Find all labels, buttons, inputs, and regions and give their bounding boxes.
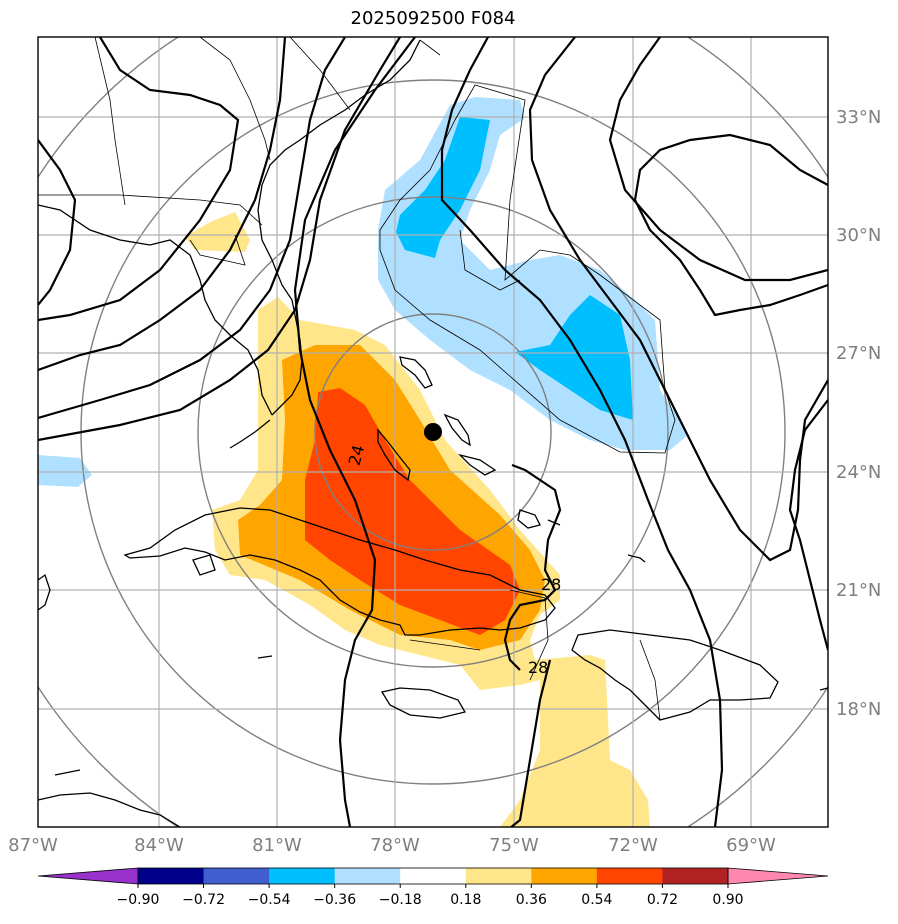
contour-line-9 [608, 37, 828, 282]
colorbar-cells [37, 867, 829, 885]
range-rings [38, 37, 828, 827]
colorbar-tick-labels: −0.90 −0.72 −0.54 −0.36 −0.18 0.18 0.36 0.54 0.7… [117, 884, 744, 908]
storm-center-marker [424, 423, 442, 441]
contour-label-28-a: 28 [541, 575, 561, 594]
contour-lines [38, 37, 828, 827]
lat-label-30n: 30°N [836, 225, 881, 246]
lon-label-84w: 84°W [134, 835, 184, 856]
state-border-nc-sc [289, 37, 351, 111]
contour-line-1 [38, 139, 77, 306]
lon-label-81w: 81°W [252, 835, 302, 856]
contour-label-24: 24 [345, 443, 369, 468]
bahamas-eez [379, 84, 676, 454]
hispaniola-coast [571, 629, 779, 721]
bahamas-andros [377, 428, 411, 482]
coastlines [38, 39, 828, 827]
isle-of-youth [192, 554, 216, 576]
colorbar-cell [662, 868, 729, 884]
cuba-eez [509, 589, 549, 681]
lon-label-87w: 87°W [8, 835, 58, 856]
lon-label-75w: 75°W [489, 835, 539, 856]
lon-label-78w: 78°W [370, 835, 420, 856]
contour-line-12 [503, 463, 562, 671]
lon-label-72w: 72°W [608, 835, 658, 856]
colorbar-cell [465, 868, 532, 884]
state-border-ga-fl [38, 194, 263, 226]
cayman [257, 655, 273, 659]
map-frame [37, 36, 829, 828]
florida-gulf-coast [38, 204, 273, 416]
cuba-coast [123, 507, 556, 636]
colorbar-tick-label: −0.90 [117, 892, 160, 908]
state-border-va-nc [419, 39, 441, 56]
range-ring-1 [314, 313, 552, 551]
mexico-coast-west [38, 573, 51, 611]
colorbar-tick-label: −0.18 [379, 892, 422, 908]
colorbar-tick-label: −0.72 [182, 892, 225, 908]
contour-line-13 [509, 659, 552, 827]
contour-line-4 [38, 37, 346, 420]
gridlines [38, 37, 828, 827]
lat-label-27n: 27°N [836, 343, 881, 364]
dr-small-island [627, 554, 646, 563]
bahamas-eez-inner [459, 229, 521, 291]
contour-line-5 [38, 37, 401, 442]
anomaly-fill-0-36-south [555, 800, 630, 827]
colorbar-tick-label: 0.90 [712, 892, 743, 908]
jamaica-eez [409, 639, 481, 651]
latitude-labels: 33°N 30°N 27°N 24°N 21°N 18°N [836, 107, 881, 720]
anomaly-fill-0-54 [305, 388, 520, 635]
colorbar-tick-label: −0.36 [313, 892, 356, 908]
colorbar-cell [400, 868, 467, 884]
map-title: 2025092500 F084 [350, 8, 516, 29]
bahamas-eleuthera [443, 413, 471, 447]
contour-line-11 [788, 399, 828, 651]
anomaly-fill-neg-west [38, 455, 92, 487]
bahamas-inagua [517, 509, 541, 529]
colorbar-cell [203, 868, 270, 884]
colorbar-tick-label: 0.72 [647, 892, 678, 908]
bahamas-exuma [457, 453, 497, 476]
colorbar-cell [334, 868, 401, 884]
colorbar: −0.90 −0.72 −0.54 −0.36 −0.18 0.18 0.36 0.54 0.7… [37, 867, 829, 908]
lat-label-33n: 33°N [836, 107, 881, 128]
longitude-labels: 87°W 84°W 81°W 78°W 75°W 72°W 69°W [8, 835, 776, 856]
bahamas-abaco [399, 356, 433, 389]
florida-keys [229, 419, 271, 449]
colorbar-extend-high [727, 867, 829, 885]
state-border-al-ga [94, 37, 126, 206]
contour-line-3 [38, 37, 287, 372]
colorbar-cell [269, 868, 336, 884]
map-area: 24 28 28 [38, 37, 828, 827]
contour-line-8 [528, 37, 828, 562]
colorbar-frame [137, 867, 729, 885]
lat-label-24n: 24°N [836, 462, 881, 483]
lon-label-69w: 69°W [726, 835, 776, 856]
colorbar-cell [531, 868, 598, 884]
colorbar-extend-low [37, 867, 139, 885]
central-america-coast [38, 792, 181, 827]
yucatan-islands [54, 769, 81, 776]
contour-line-10 [633, 133, 828, 317]
anomaly-fill-neg-0-36-east [515, 295, 633, 420]
contour-line-2 [38, 37, 240, 322]
lat-label-18n: 18°N [836, 699, 881, 720]
state-border-ga-sc [199, 37, 271, 161]
contour-label-28-b: 28 [528, 658, 548, 677]
state-border-hispaniola [639, 639, 661, 721]
colorbar-cell [596, 868, 663, 884]
us-east-coast [257, 39, 421, 416]
colorbar-cell [138, 868, 205, 884]
lat-label-21n: 21°N [836, 580, 881, 601]
colorbar-tick-label: 0.36 [516, 892, 547, 908]
puerto-rico [819, 687, 828, 691]
contour-line-7 [440, 37, 724, 827]
contour-line-6 [293, 37, 416, 827]
jamaica-coast [380, 687, 467, 719]
range-ring-2 [197, 196, 669, 668]
colorbar-tick-label: 0.54 [581, 892, 612, 908]
colorbar-tick-label: 0.18 [450, 892, 481, 908]
colorbar-tick-label: −0.54 [248, 892, 291, 908]
